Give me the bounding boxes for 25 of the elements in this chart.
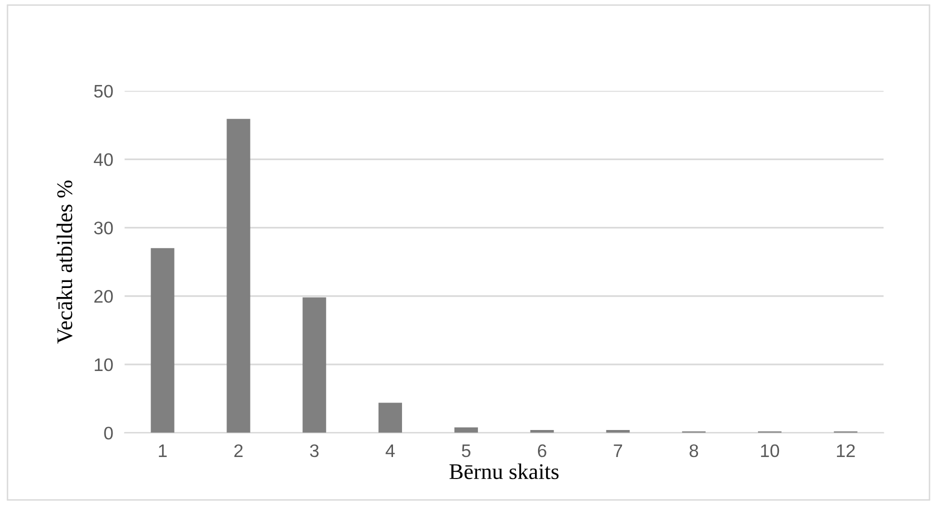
bar xyxy=(378,402,402,433)
y-tick-label: 40 xyxy=(94,153,113,166)
bar xyxy=(606,430,630,433)
bar xyxy=(302,297,326,433)
x-tick-label: 7 xyxy=(614,444,622,457)
x-tick-label: 1 xyxy=(158,444,167,457)
y-tick-label: 20 xyxy=(94,290,113,303)
bar xyxy=(530,430,554,433)
x-tick-label: 3 xyxy=(310,444,319,458)
x-tick-label: 12 xyxy=(836,444,855,457)
y-axis-title: Vecāku atbildes % xyxy=(56,180,72,344)
x-axis-title: Bērnu skaits xyxy=(450,464,559,480)
x-tick-label: 8 xyxy=(690,444,698,458)
bar xyxy=(150,248,174,433)
x-tick-label: 2 xyxy=(234,444,243,457)
bar xyxy=(226,118,250,433)
y-tick-label: 30 xyxy=(94,222,113,234)
y-tick-label: 10 xyxy=(94,358,113,372)
bar xyxy=(454,427,478,433)
y-tick-label: 50 xyxy=(94,84,113,98)
x-tick-label: 6 xyxy=(538,444,546,458)
y-tick-label: 0 xyxy=(104,426,113,440)
x-tick-label: 5 xyxy=(462,444,470,458)
x-tick-label: 10 xyxy=(761,444,780,458)
x-tick-label: 4 xyxy=(386,444,395,457)
